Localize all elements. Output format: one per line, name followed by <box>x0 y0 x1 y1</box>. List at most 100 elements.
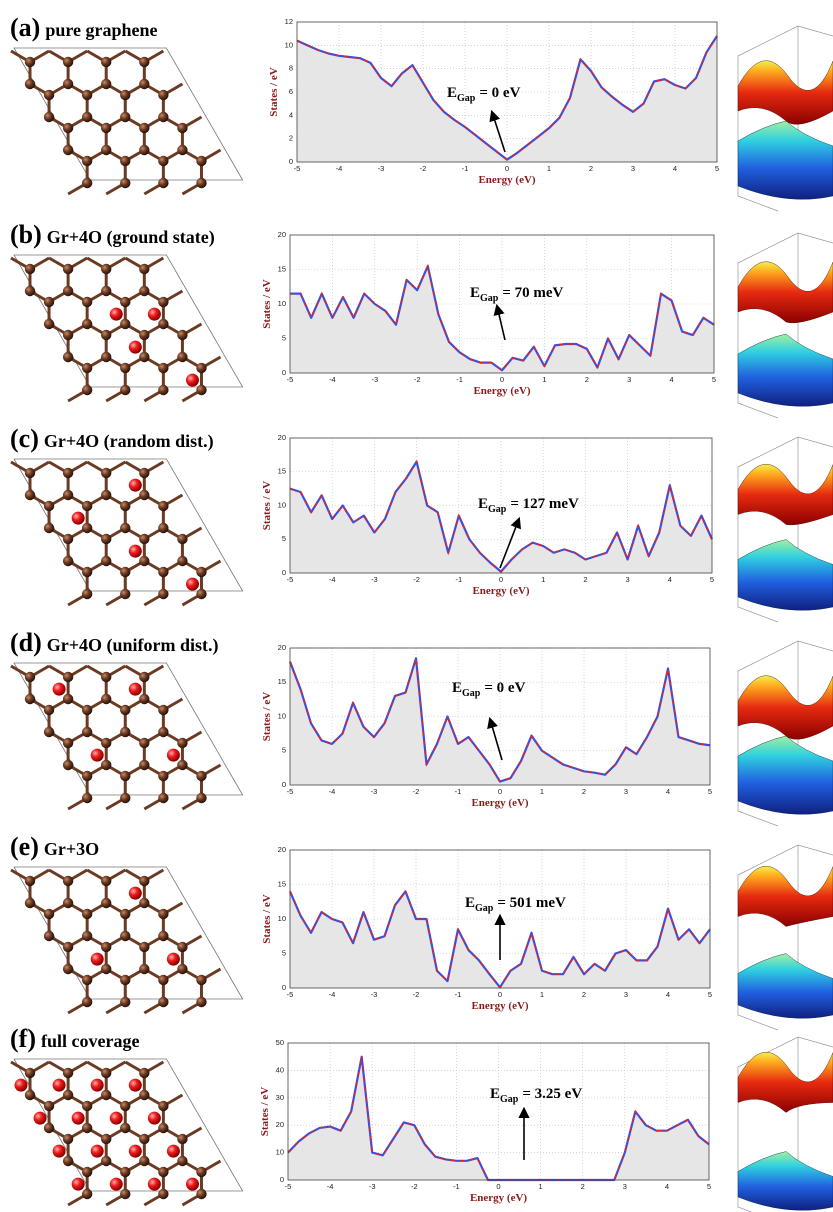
carbon-atom <box>120 727 130 737</box>
y-tick-label: 20 <box>276 1120 284 1129</box>
structure <box>11 1059 243 1205</box>
x-tick-label: -5 <box>287 787 294 796</box>
x-tick-label: -4 <box>329 375 336 384</box>
carbon-atom <box>158 1123 168 1133</box>
carbon-atom <box>139 556 149 566</box>
oxygen-atom <box>53 683 66 696</box>
x-tick-label: 2 <box>582 990 586 999</box>
y-tick-label: 5 <box>282 746 286 755</box>
x-tick-label: 0 <box>498 990 502 999</box>
carbon-atom <box>101 1068 111 1078</box>
x-tick-label: -5 <box>294 164 301 173</box>
carbon-atom <box>158 363 168 373</box>
carbon-atom <box>139 286 149 296</box>
x-tick-label: -2 <box>413 575 420 584</box>
carbon-atom <box>177 123 187 133</box>
carbon-atom <box>82 363 92 373</box>
carbon-atom <box>44 90 54 100</box>
carbon-atom <box>158 975 168 985</box>
x-tick-label: -4 <box>329 990 336 999</box>
carbon-atom <box>139 876 149 886</box>
y-tick-label: 0 <box>280 1175 284 1184</box>
carbon-atom <box>101 123 111 133</box>
carbon-atom <box>101 286 111 296</box>
carbon-atom <box>63 468 73 478</box>
carbon-atom <box>63 123 73 133</box>
carbon-atom <box>158 501 168 511</box>
oxygen-atom <box>72 512 85 525</box>
y-axis-label: States / eV <box>259 1087 271 1137</box>
structure <box>11 663 243 809</box>
carbon-atom <box>120 112 130 122</box>
carbon-atom <box>196 997 206 1007</box>
carbon-atom <box>63 57 73 67</box>
x-tick-label: -2 <box>413 990 420 999</box>
panel-label: (a) <box>10 13 40 42</box>
x-tick-label: -2 <box>414 375 421 384</box>
x-tick-label: 4 <box>668 575 672 584</box>
carbon-atom <box>82 997 92 1007</box>
band-plot <box>738 437 833 622</box>
carbon-atom <box>82 567 92 577</box>
carbon-atom <box>63 352 73 362</box>
structure <box>11 255 243 401</box>
gap-value: = 70 meV <box>502 285 563 301</box>
y-axis-label: States / eV <box>268 67 280 117</box>
structure <box>11 48 243 194</box>
x-tick-label: 1 <box>539 1182 543 1191</box>
x-tick-label: 1 <box>547 164 551 173</box>
carbon-atom <box>120 909 130 919</box>
y-tick-label: 10 <box>278 500 286 509</box>
band-lower <box>738 736 833 814</box>
oxygen-atom <box>110 308 123 321</box>
y-axis-label: States / eV <box>261 481 273 531</box>
gap-subscript: Gap <box>462 688 481 699</box>
gap-subscript: Gap <box>500 1094 519 1105</box>
x-tick-label: -3 <box>371 375 378 384</box>
carbon-atom <box>44 705 54 715</box>
y-tick-label: 5 <box>282 534 286 543</box>
y-tick-label: 4 <box>289 110 293 119</box>
x-tick-label: 5 <box>707 1182 711 1191</box>
carbon-atom <box>44 319 54 329</box>
x-tick-label: -1 <box>455 990 462 999</box>
carbon-atom <box>101 964 111 974</box>
carbon-atom <box>120 297 130 307</box>
panel-name: Gr+4O (uniform dist.) <box>47 635 219 656</box>
y-tick-label: 20 <box>278 433 286 442</box>
carbon-atom <box>158 567 168 577</box>
carbon-atom <box>196 771 206 781</box>
y-tick-label: 15 <box>278 264 286 273</box>
band-lower <box>738 334 833 406</box>
carbon-atom <box>158 1167 168 1177</box>
gap-value: = 501 meV <box>497 895 566 911</box>
carbon-atom <box>177 942 187 952</box>
carbon-atom <box>63 898 73 908</box>
y-tick-label: 5 <box>282 333 286 342</box>
y-tick-label: 10 <box>278 299 286 308</box>
x-tick-label: 3 <box>624 990 628 999</box>
oxygen-atom <box>167 1145 180 1158</box>
y-tick-label: 0 <box>289 157 293 166</box>
carbon-atom <box>139 330 149 340</box>
carbon-atom <box>82 178 92 188</box>
figure: (a)pure graphene-5-4-3-2-101234502468101… <box>0 0 833 1212</box>
x-tick-label: 3 <box>624 787 628 796</box>
oxygen-atom <box>34 1112 47 1125</box>
oxygen-atom <box>167 749 180 762</box>
carbon-atom <box>44 112 54 122</box>
carbon-atom <box>101 57 111 67</box>
x-tick-label: 0 <box>496 1182 500 1191</box>
carbon-atom <box>139 123 149 133</box>
gap-value: = 0 eV <box>484 680 525 696</box>
gap-symbol: E <box>452 680 462 696</box>
panel-label: (d) <box>10 628 42 657</box>
x-tick-label: -5 <box>287 575 294 584</box>
panel-title: (b)Gr+4O (ground state) <box>10 220 215 249</box>
x-axis-label: Energy (eV) <box>470 1192 527 1204</box>
carbon-atom <box>120 178 130 188</box>
carbon-atom <box>177 1134 187 1144</box>
x-tick-label: -3 <box>371 787 378 796</box>
carbon-atom <box>120 931 130 941</box>
gap-symbol: E <box>470 285 480 301</box>
